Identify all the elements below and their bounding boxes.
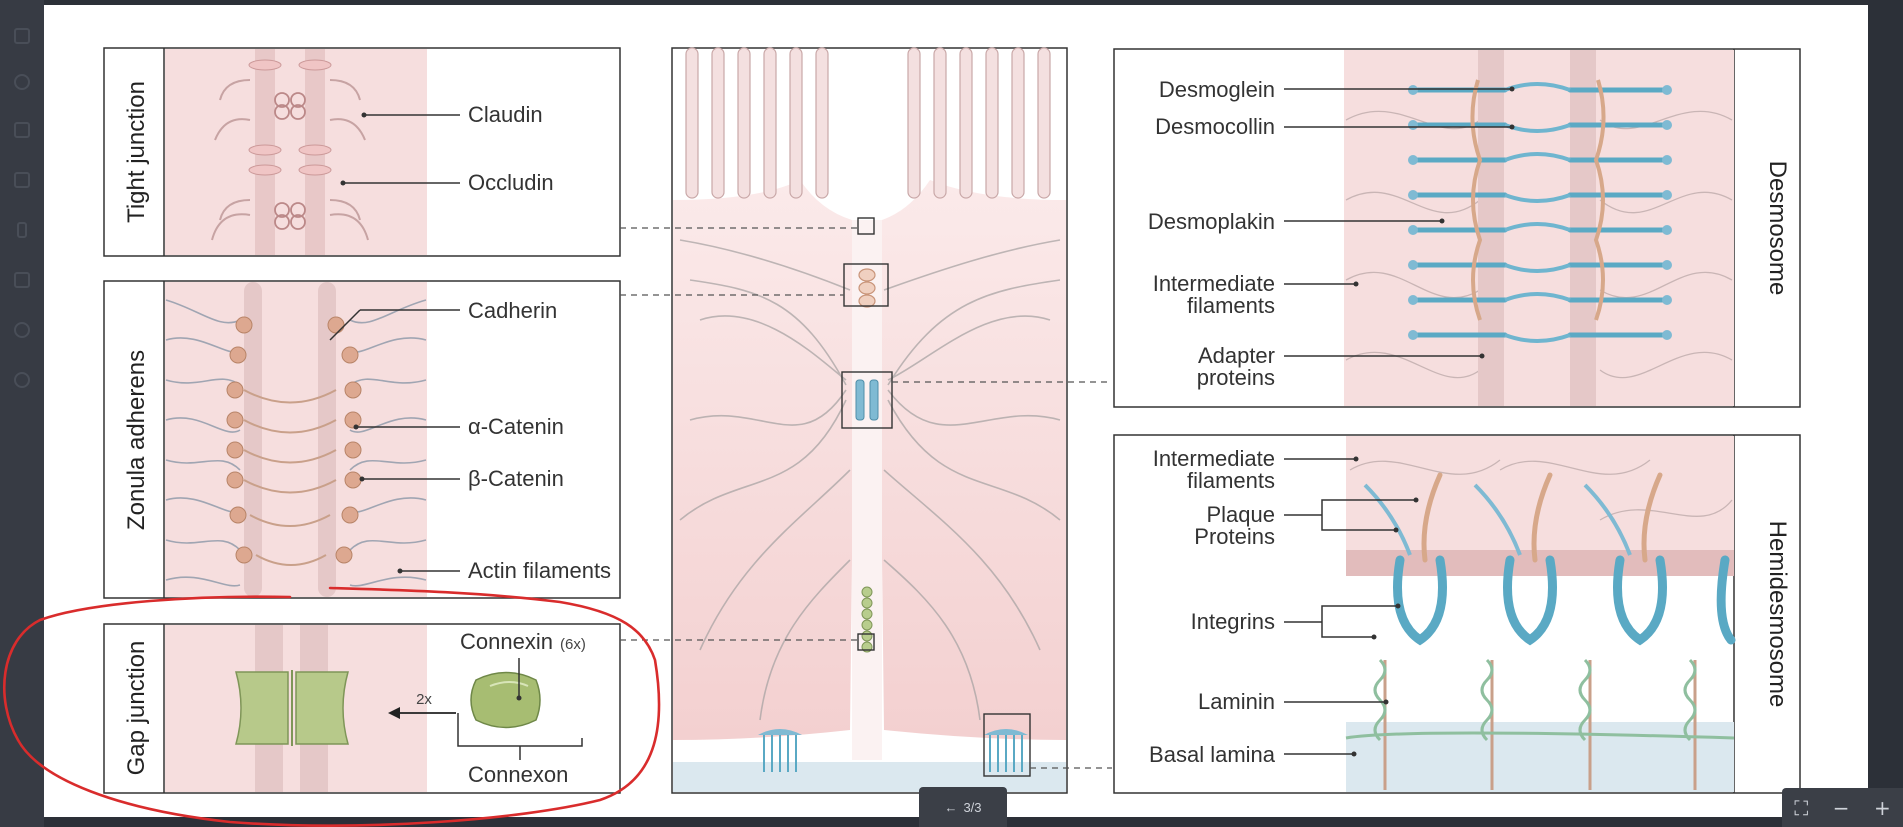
alpha-catenin-label: α-Catenin: [468, 414, 564, 439]
integrin-group: [1393, 555, 1736, 646]
hemi-intermediate-label: Intermediate: [1153, 446, 1275, 471]
desmosome-title: Desmosome: [1764, 161, 1791, 296]
tight-junction-title: Tight junction: [123, 81, 150, 223]
desmosome-intermediate-label: Intermediate: [1153, 271, 1275, 296]
page-indicator: 3/3: [963, 799, 982, 815]
plaque-proteins-label: Proteins: [1194, 524, 1275, 549]
actin-filaments-label: Actin filaments: [468, 558, 611, 583]
gap-junction-title: Gap junction: [123, 641, 150, 776]
zoom-in-button[interactable]: +: [1873, 795, 1891, 820]
tight-junction-panel: Tight junction Claudin Occludin: [103, 47, 621, 257]
viewer-left-rail: [0, 0, 44, 827]
zoom-out-button[interactable]: −: [1832, 795, 1850, 820]
settings-icon[interactable]: [14, 322, 30, 338]
hemi-filaments-label: filaments: [1187, 468, 1275, 493]
adapter-label: Adapter: [1198, 343, 1275, 368]
proteins-label: proteins: [1197, 365, 1275, 390]
connexin-count-label: (6x): [560, 636, 586, 653]
bookmark-icon[interactable]: [17, 222, 27, 238]
basal-lamina-label: Basal lamina: [1149, 742, 1276, 767]
notes-icon[interactable]: [14, 272, 30, 288]
zonula-adherens-panel: Zonula adherens Cadherin α-Catenin β-Cat…: [103, 280, 621, 599]
hemidesmosome-panel: Hemidesmosome Intermediate filaments Pla…: [1113, 434, 1801, 794]
central-cell-diagram: [620, 47, 1112, 794]
help-icon[interactable]: [14, 372, 30, 388]
connexon-label: Connexon: [468, 762, 568, 787]
desmoplakin-label: Desmoplakin: [1148, 209, 1275, 234]
zoom-controls: ⛶ − +: [1782, 788, 1903, 827]
zonula-adherens-title: Zonula adherens: [123, 350, 150, 530]
cadherin-label: Cadherin: [468, 298, 557, 323]
arrow-left-icon[interactable]: ←: [944, 799, 958, 815]
clock-icon[interactable]: [14, 74, 30, 90]
desmoglein-label: Desmoglein: [1159, 77, 1275, 102]
red-annotation-circle: [2, 586, 661, 827]
gap-multiplier-label: 2x: [416, 691, 432, 708]
gap-junction-panel: 2x Connexin (6x) Connexon Gap junction: [103, 623, 621, 794]
desmocollin-label: Desmocollin: [1155, 114, 1275, 139]
hemidesmosome-title: Hemidesmosome: [1764, 521, 1791, 708]
desmosome-filaments-label: filaments: [1187, 293, 1275, 318]
occludin-label: Occludin: [468, 170, 554, 195]
beta-catenin-label: β-Catenin: [468, 466, 564, 491]
home-icon[interactable]: [14, 28, 30, 44]
plaque-label: Plaque: [1206, 502, 1275, 527]
document-icon[interactable]: [14, 122, 30, 138]
fullscreen-icon[interactable]: ⛶: [1794, 795, 1809, 820]
integrins-label: Integrins: [1191, 609, 1275, 634]
laminin-label: Laminin: [1198, 689, 1275, 714]
desmosome-panel: Desmosome Desmoglein Desmocollin Desmopl…: [1113, 48, 1801, 408]
connexin-label: Connexin: [460, 629, 553, 654]
pen-icon[interactable]: [14, 172, 30, 188]
page-indicator-bar[interactable]: ← 3/3: [919, 787, 1007, 827]
claudin-label: Claudin: [468, 102, 543, 127]
